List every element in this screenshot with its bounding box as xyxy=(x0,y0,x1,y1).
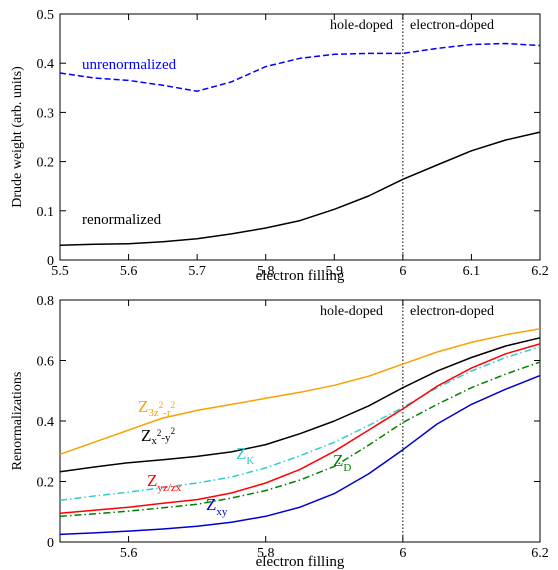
series-label-renormalized: renormalized xyxy=(82,212,162,228)
y-tick-label: 0.2 xyxy=(37,156,55,171)
series-line-zd xyxy=(59,361,541,518)
tick-labels: 5.5 5.6 5.7 5.8 5.9 6 6.1 6.2 0 0.1 0.2 0.3 0.4 0.5 xyxy=(37,8,549,279)
x-tick-label: 5.6 xyxy=(120,546,138,561)
x-tick-label: 5.9 xyxy=(326,264,344,279)
x-tick-label: 5.7 xyxy=(188,264,206,279)
region-label-hole-doped: hole-doped xyxy=(330,18,393,33)
series-label-zyz-zx: Zyz/zx xyxy=(147,471,182,494)
region-label-electron-doped: electron-doped xyxy=(410,18,494,33)
drude-weight-chart: 5.5 5.6 5.7 5.8 5.9 6 6.1 6.2 0 0.1 0.2 0.3 0.4 0.5 h… xyxy=(10,8,549,284)
series-line-zx-y- xyxy=(59,337,541,473)
series-lines xyxy=(59,327,541,536)
x-tick-label: 6 xyxy=(399,546,406,561)
y-tick-label: 0.8 xyxy=(37,294,55,309)
y-tick-label: 0.4 xyxy=(37,57,55,72)
y-tick-label: 0.1 xyxy=(37,205,55,220)
axis-ticks xyxy=(60,299,541,543)
series-line-zyz-zx xyxy=(59,343,541,515)
x-axis-label: electron filling xyxy=(256,554,345,570)
series-line-unrenormalized xyxy=(59,42,541,92)
x-tick-label: 6.1 xyxy=(463,264,481,279)
series-label-zd: ZD xyxy=(333,451,351,474)
plot-frame xyxy=(59,299,541,543)
series-line-zxy xyxy=(59,374,541,536)
y-tick-label: 0.4 xyxy=(37,415,55,430)
series-label-zxy: Zxy xyxy=(206,495,228,518)
y-axis-label: Renormalizations xyxy=(10,372,25,471)
y-tick-label: 0.5 xyxy=(37,8,55,23)
x-tick-label: 6 xyxy=(399,264,406,279)
x-tick-label: 5.8 xyxy=(257,546,275,561)
tick-labels: 5.6 5.8 6 6.2 0 0.2 0.4 0.6 0.8 xyxy=(37,294,549,561)
x-tick-label: 6.2 xyxy=(531,546,549,561)
y-tick-label: 0.2 xyxy=(37,476,55,491)
series-lines xyxy=(59,42,541,246)
series-label-zx2-y2: Zx2-y2 xyxy=(141,426,175,447)
plot-frame xyxy=(59,13,541,261)
x-tick-label: 6.2 xyxy=(531,264,549,279)
series-label-z3z2-r2: Z3z2-r2 xyxy=(138,397,175,419)
renormalizations-chart: 5.6 5.8 6 6.2 0 0.2 0.4 0.6 0.8 hole-doped elect… xyxy=(10,294,549,570)
region-label-hole-doped: hole-doped xyxy=(320,304,383,319)
y-tick-label: 0.6 xyxy=(37,355,55,370)
x-tick-label: 5.8 xyxy=(257,264,275,279)
x-tick-label: 5.6 xyxy=(120,264,138,279)
y-axis-label: Drude weight (arb. units) xyxy=(10,66,25,208)
x-tick-label: 5.5 xyxy=(51,264,69,279)
series-line-renormalized xyxy=(59,131,541,246)
y-tick-label: 0 xyxy=(47,536,54,551)
y-tick-label: 0 xyxy=(47,254,54,269)
region-label-electron-doped: electron-doped xyxy=(410,304,494,319)
series-label-unrenormalized: unrenormalized xyxy=(82,57,177,73)
y-tick-label: 0.3 xyxy=(37,106,55,121)
x-axis-label: electron filling xyxy=(256,268,345,284)
series-line-z3z-r- xyxy=(59,327,541,456)
series-line-zk xyxy=(59,346,541,502)
